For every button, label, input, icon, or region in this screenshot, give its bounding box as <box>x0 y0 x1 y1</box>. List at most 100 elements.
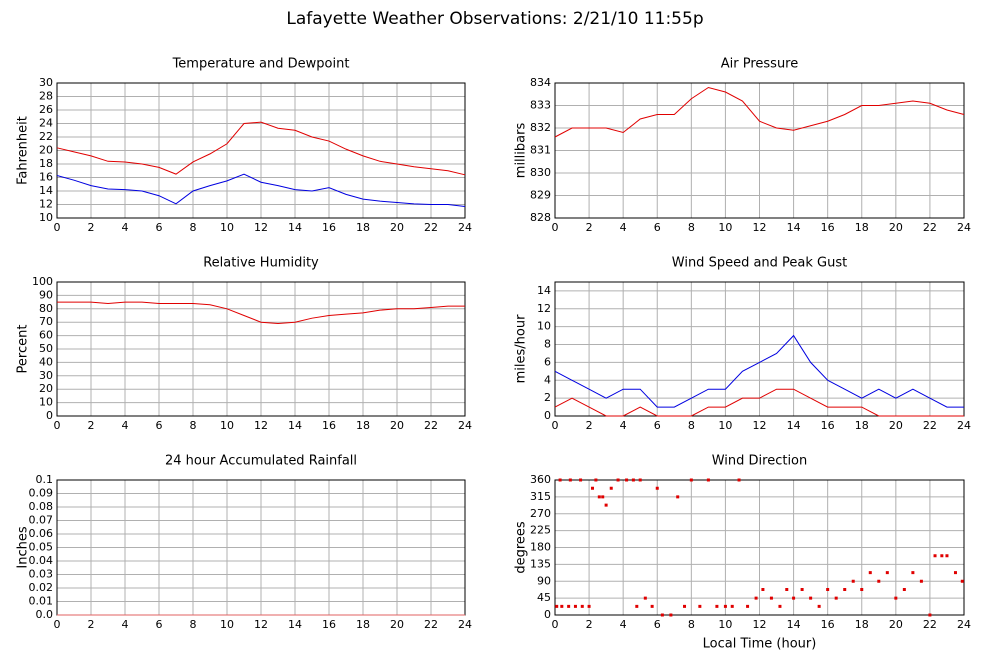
x-tick-label: 16 <box>821 221 835 234</box>
y-tick-label: 0.03 <box>29 568 54 581</box>
y-tick-label: 832 <box>530 121 551 134</box>
point <box>809 596 813 600</box>
point <box>609 486 613 490</box>
x-tick-label: 24 <box>957 419 971 432</box>
y-tick-label: 30 <box>39 76 53 89</box>
series-line <box>554 86 965 138</box>
x-tick-label: 4 <box>122 419 129 432</box>
point <box>560 604 564 608</box>
x-axis-label: Local Time (hour) <box>703 637 817 652</box>
point <box>587 604 591 608</box>
y-axis-label: Fahrenheit <box>16 116 31 185</box>
point <box>911 571 915 575</box>
point <box>706 478 710 482</box>
y-tick-label: 24 <box>39 117 53 130</box>
y-tick-label: 0.1 <box>36 473 54 486</box>
x-tick-label: 16 <box>821 419 835 432</box>
point <box>769 596 773 600</box>
x-tick-label: 4 <box>122 221 129 234</box>
y-tick-label: 0.01 <box>29 595 54 608</box>
y-tick-label: 80 <box>39 302 53 315</box>
point <box>800 588 804 591</box>
y-tick-label: 50 <box>39 342 53 355</box>
y-tick-label: 26 <box>39 103 53 116</box>
x-tick-label: 4 <box>620 618 627 631</box>
x-tick-label: 20 <box>390 618 404 631</box>
x-tick-label: 14 <box>787 221 801 234</box>
point <box>568 478 572 482</box>
y-axis-label: millibars <box>514 123 529 179</box>
y-tick-label: 30 <box>39 369 53 382</box>
x-tick-label: 14 <box>288 618 302 631</box>
y-tick-label: 22 <box>39 130 53 143</box>
x-tick-label: 18 <box>356 419 370 432</box>
x-tick-label: 8 <box>190 221 197 234</box>
point <box>676 495 680 499</box>
x-tick-label: 18 <box>855 419 869 432</box>
point <box>715 604 719 608</box>
y-tick-label: 10 <box>537 320 551 333</box>
y-tick-label: 6 <box>544 355 551 368</box>
y-tick-label: 40 <box>39 355 53 368</box>
point <box>834 596 838 600</box>
series-line <box>554 334 964 408</box>
x-tick-label: 22 <box>424 618 438 631</box>
y-tick-label: 28 <box>39 90 53 103</box>
series-line <box>56 121 466 176</box>
y-tick-label: 270 <box>530 507 551 520</box>
point <box>826 588 830 591</box>
x-tick-label: 18 <box>855 618 869 631</box>
point <box>594 478 598 482</box>
point <box>851 579 855 583</box>
point <box>885 571 889 575</box>
x-tick-label: 10 <box>220 618 234 631</box>
point <box>558 478 562 482</box>
point <box>635 604 639 608</box>
y-tick-label: 12 <box>537 302 551 315</box>
y-tick-label: 8 <box>544 338 551 351</box>
x-tick-label: 8 <box>688 419 695 432</box>
x-tick-label: 12 <box>254 618 268 631</box>
x-tick-label: 12 <box>254 221 268 234</box>
point <box>573 604 577 608</box>
y-tick-label: 90 <box>39 288 53 301</box>
y-tick-label: 315 <box>530 490 551 503</box>
x-tick-label: 2 <box>586 618 593 631</box>
plot-frame <box>554 479 965 616</box>
x-tick-label: 14 <box>288 419 302 432</box>
x-tick-label: 2 <box>88 221 95 234</box>
point <box>625 478 629 482</box>
y-tick-label: 90 <box>537 574 551 587</box>
point <box>579 478 583 482</box>
y-tick-label: 829 <box>530 189 551 202</box>
x-tick-label: 16 <box>821 618 835 631</box>
x-tick-label: 14 <box>787 419 801 432</box>
point <box>555 604 559 608</box>
x-tick-label: 6 <box>156 618 163 631</box>
point <box>868 571 872 575</box>
point <box>754 596 758 600</box>
series-line <box>56 173 466 208</box>
y-tick-label: 60 <box>39 329 53 342</box>
x-tick-label: 12 <box>753 618 767 631</box>
point <box>953 571 957 575</box>
y-tick-label: 180 <box>530 541 551 554</box>
x-tick-label: 16 <box>322 221 336 234</box>
y-tick-label: 0.09 <box>29 487 54 500</box>
point <box>631 478 635 482</box>
x-tick-label: 20 <box>390 419 404 432</box>
point <box>792 596 796 600</box>
point <box>785 588 789 591</box>
y-tick-label: 18 <box>39 157 53 170</box>
x-tick-label: 0 <box>552 419 559 432</box>
y-tick-label: 12 <box>39 198 53 211</box>
point <box>616 478 620 482</box>
x-tick-label: 4 <box>620 419 627 432</box>
point <box>730 604 734 608</box>
point <box>580 604 584 608</box>
x-tick-label: 10 <box>220 419 234 432</box>
x-tick-label: 22 <box>923 419 937 432</box>
point <box>960 579 964 583</box>
point <box>655 486 659 490</box>
